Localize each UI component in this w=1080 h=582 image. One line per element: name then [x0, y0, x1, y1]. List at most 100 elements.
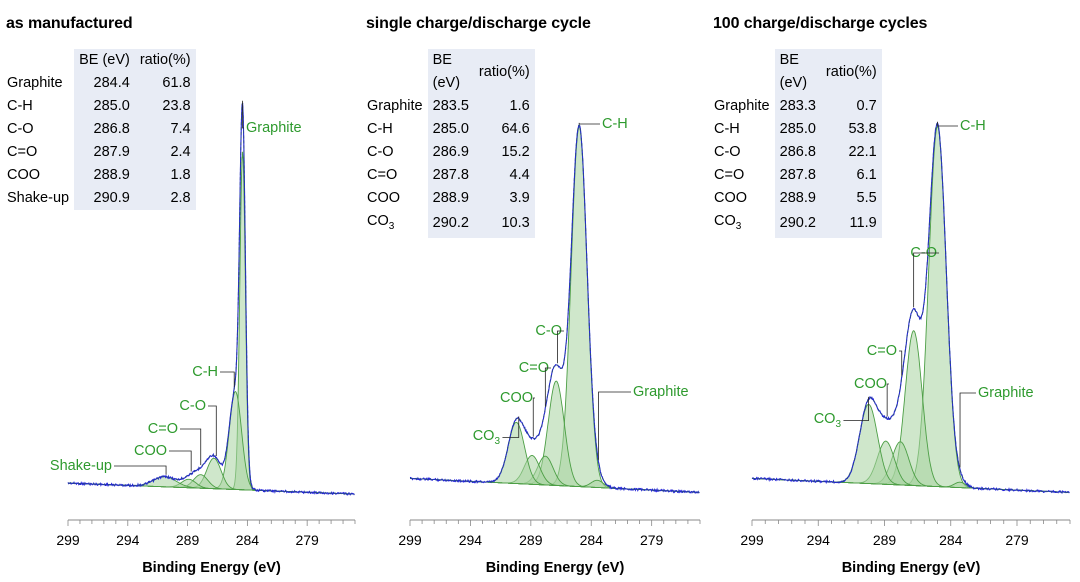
table-row: Graphite 284.4 61.8 [2, 72, 196, 95]
row-label: Graphite [709, 95, 775, 118]
row-label: CO3 [709, 210, 775, 238]
row-be: 285.0 [427, 118, 474, 141]
table-row: CO3 290.2 11.9 [709, 210, 882, 238]
x-tick-label: 294 [807, 532, 831, 548]
composition-table: BE (eV) ratio(%) Graphite 283.5 1.6 C-H 285… [362, 49, 535, 238]
table-row: CO3 290.2 10.3 [362, 210, 535, 238]
leader-line [242, 100, 244, 129]
table-row: C-H 285.0 53.8 [709, 118, 882, 141]
row-label: C-O [362, 141, 428, 164]
x-tick-label: 284 [236, 532, 260, 548]
header-be: BE (eV) [74, 49, 135, 72]
row-be: 287.8 [774, 164, 821, 187]
row-label: Graphite [2, 72, 75, 95]
peak-label: Graphite [246, 120, 302, 136]
panel-title: as manufactured [6, 15, 133, 32]
leader-line [180, 428, 202, 466]
leader-line [598, 391, 631, 460]
row-ratio: 7.4 [134, 118, 196, 141]
row-be: 285.0 [774, 118, 821, 141]
panel-title: single charge/discharge cycle [366, 15, 591, 32]
x-tick-label: 294 [459, 532, 483, 548]
header-ratio: ratio(%) [820, 49, 882, 95]
panel-single-cycle: single charge/discharge cycle BE (eV) ra… [0, 0, 591, 582]
x-tick-label: 299 [740, 532, 764, 548]
x-tick-label: 289 [176, 532, 200, 548]
row-label: C-H [2, 95, 75, 118]
peak-label: C-H [602, 116, 628, 132]
x-tick-label: 299 [56, 532, 80, 548]
row-ratio: 5.5 [820, 187, 882, 210]
row-label: C-H [709, 118, 775, 141]
header-be: BE (eV) [427, 49, 474, 95]
row-be: 288.9 [74, 164, 135, 187]
peak-label: COO [134, 443, 167, 459]
table-row: Graphite 283.3 0.7 [709, 95, 882, 118]
peak-label: C-O [535, 323, 562, 339]
peak-label: COO [854, 376, 887, 392]
peak-component-1-5 [410, 477, 700, 493]
table-row: C-H 285.0 23.8 [2, 95, 196, 118]
row-ratio: 15.2 [473, 141, 535, 164]
x-axis-title: Binding Energy (eV) [142, 560, 281, 576]
row-be: 290.2 [427, 210, 474, 238]
table-row: Shake-up 290.9 2.8 [2, 187, 196, 210]
leader-line [959, 392, 976, 468]
x-axis-title: Binding Energy (eV) [486, 560, 625, 576]
row-ratio: 4.4 [473, 164, 535, 187]
row-ratio: 11.9 [820, 210, 882, 238]
table-row: C=O 287.8 4.4 [362, 164, 535, 187]
row-be: 284.4 [74, 72, 135, 95]
table-row: COO 288.9 1.8 [2, 164, 196, 187]
leader-line [114, 465, 167, 475]
peak-label: CO3 [473, 428, 501, 447]
table-row: C=O 287.8 6.1 [709, 164, 882, 187]
row-label: COO [709, 187, 775, 210]
table-row: COO 288.9 3.9 [362, 187, 535, 210]
table-row: C-O 286.8 7.4 [2, 118, 196, 141]
row-be: 287.9 [74, 141, 135, 164]
row-label: C=O [709, 164, 775, 187]
row-be: 286.8 [74, 118, 135, 141]
x-tick-label: 279 [640, 532, 664, 548]
leader-line [532, 397, 535, 437]
row-be: 290.9 [74, 187, 135, 210]
panel-as-manufactured: as manufactured BE (eV) ratio(%) Graphit… [0, 0, 360, 582]
composition-table: BE (eV) ratio(%) Graphite 283.3 0.7 C-H 285… [709, 49, 882, 238]
x-tick-label: 289 [873, 532, 897, 548]
table-row: C-O 286.9 15.2 [362, 141, 535, 164]
peak-label: Graphite [978, 385, 1034, 401]
row-ratio: 3.9 [473, 187, 535, 210]
row-label: Shake-up [2, 187, 75, 210]
leader-line [544, 367, 551, 407]
x-tick-label: 294 [116, 532, 140, 548]
x-tick-label: 279 [295, 532, 319, 548]
composition-table: BE (eV) ratio(%) Graphite 284.4 61.8 C-H 28… [2, 49, 196, 210]
leader-line [557, 330, 564, 364]
x-tick-label: 299 [398, 532, 422, 548]
row-label: C-O [2, 118, 75, 141]
header-be: BE (eV) [774, 49, 821, 95]
row-label: COO [362, 187, 428, 210]
row-ratio: 2.8 [134, 187, 196, 210]
row-be: 283.3 [774, 95, 821, 118]
row-be: 286.8 [774, 141, 821, 164]
fit-envelope-0 [68, 102, 355, 495]
x-tick-label: 289 [519, 532, 543, 548]
peak-label: C-H [192, 364, 218, 380]
leader-line [502, 416, 520, 438]
row-ratio: 0.7 [820, 95, 882, 118]
leader-line [886, 383, 889, 417]
row-label: C-H [362, 118, 428, 141]
row-label: C-O [709, 141, 775, 164]
row-ratio: 53.8 [820, 118, 882, 141]
row-be: 286.9 [427, 141, 474, 164]
measured-spectrum-0 [67, 102, 355, 496]
row-label: COO [2, 164, 75, 187]
peak-label: Graphite [633, 384, 689, 400]
panel-100-cycles: 100 charge/discharge cycles BE (eV) rati… [0, 0, 927, 582]
row-ratio: 1.6 [473, 95, 535, 118]
row-ratio: 64.6 [473, 118, 535, 141]
x-tick-label: 284 [939, 532, 963, 548]
peak-component-2-5 [752, 477, 1070, 493]
